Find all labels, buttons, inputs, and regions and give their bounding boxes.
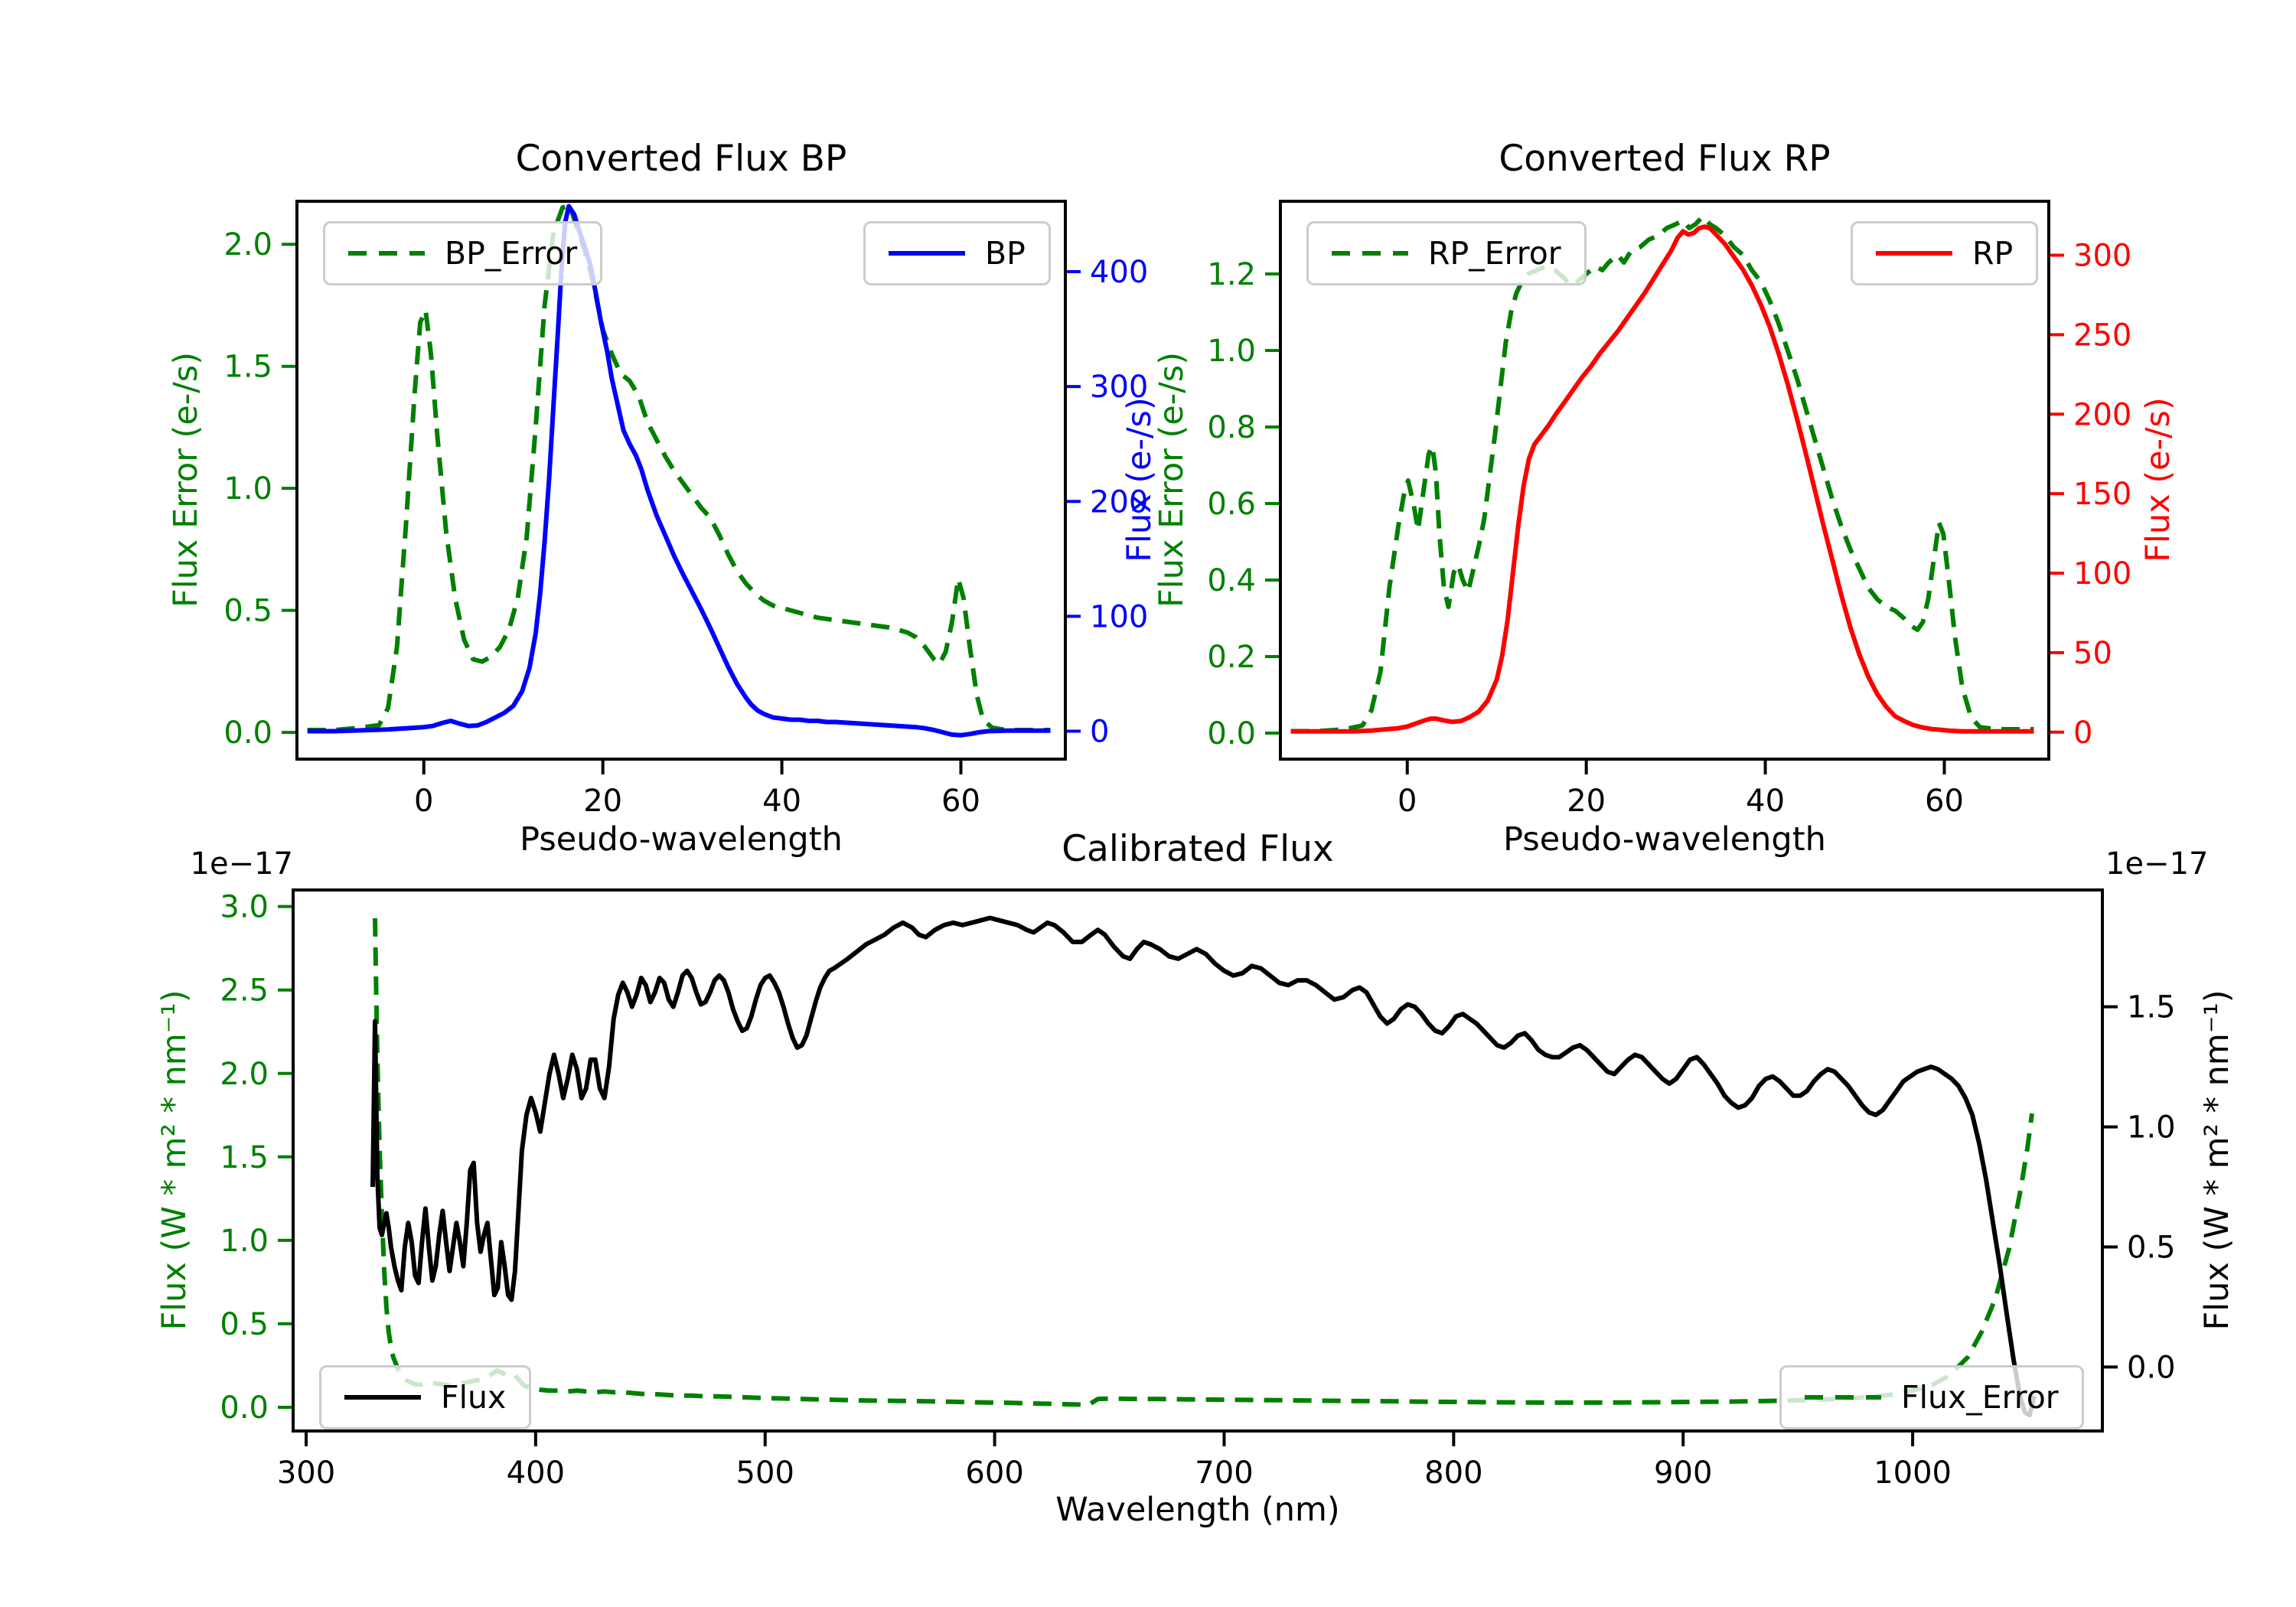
svg-text:2.0: 2.0 <box>220 1057 269 1092</box>
svg-text:40: 40 <box>1746 784 1785 819</box>
svg-text:0.5: 0.5 <box>223 594 272 629</box>
svg-text:900: 900 <box>1654 1455 1712 1491</box>
svg-text:0: 0 <box>1397 784 1417 819</box>
y-axis-label-cal-flux-right: Flux (W * m² * nm⁻¹) <box>2198 989 2236 1331</box>
chart-title-rp: Converted Flux RP <box>1499 138 1831 180</box>
axis-offset-text-left: 1e−17 <box>190 846 293 882</box>
svg-text:20: 20 <box>1567 784 1606 819</box>
svg-text:1.5: 1.5 <box>220 1140 269 1175</box>
svg-text:0.4: 0.4 <box>1207 563 1256 598</box>
svg-text:0.0: 0.0 <box>2127 1350 2176 1385</box>
svg-text:40: 40 <box>762 784 801 819</box>
svg-text:1.5: 1.5 <box>223 350 272 385</box>
svg-text:1.0: 1.0 <box>1207 334 1256 369</box>
y-axis-label-rp-error: Flux Error (e-/s) <box>1153 352 1191 608</box>
svg-text:300: 300 <box>277 1455 335 1491</box>
svg-text:3.0: 3.0 <box>220 890 269 925</box>
legend-line-sample-solid <box>889 251 965 256</box>
svg-text:400: 400 <box>1090 255 1148 290</box>
legend-label: RP <box>1972 235 2014 272</box>
legend-line-sample-solid <box>344 1395 421 1400</box>
svg-text:1000: 1000 <box>1874 1455 1952 1491</box>
legend-line-sample-dashed <box>1805 1395 1881 1400</box>
svg-text:0.5: 0.5 <box>220 1307 269 1342</box>
svg-text:100: 100 <box>2073 556 2131 592</box>
svg-text:1.0: 1.0 <box>2127 1110 2176 1146</box>
legend-flux: Flux <box>319 1365 532 1429</box>
svg-text:0.0: 0.0 <box>220 1390 269 1426</box>
svg-text:60: 60 <box>1925 784 1964 819</box>
svg-text:50: 50 <box>2073 636 2112 671</box>
svg-text:1.0: 1.0 <box>220 1224 269 1259</box>
y-axis-label-cal-flux-left: Flux (W * m² * nm⁻¹) <box>155 989 194 1331</box>
legend-rp: RP <box>1851 221 2039 285</box>
svg-text:1.0: 1.0 <box>223 471 272 507</box>
chart-title-calibrated: Calibrated Flux <box>1062 828 1334 870</box>
legend-line-sample-solid <box>1876 251 1952 256</box>
svg-text:0.8: 0.8 <box>1207 410 1256 445</box>
svg-text:1.2: 1.2 <box>1207 257 1256 292</box>
legend-bp: BP <box>863 221 1051 285</box>
legend-line-sample-dashed <box>1332 251 1408 256</box>
legend-label: RP_Error <box>1428 235 1561 272</box>
svg-text:800: 800 <box>1424 1455 1482 1491</box>
axis-offset-text-right: 1e−17 <box>2105 846 2209 882</box>
legend-bp-error: BP_Error <box>323 221 603 285</box>
svg-text:0: 0 <box>2073 715 2092 751</box>
legend-flux-error: Flux_Error <box>1779 1365 2084 1429</box>
legend-label: Flux_Error <box>1901 1379 2059 1416</box>
x-axis-label-rp: Pseudo-wavelength <box>1503 820 1826 859</box>
plot-area-rp: 0 20 40 60 0.0 0.2 0.4 0.6 0.8 1.0 1.2 0 50 100 150 200… <box>1207 200 2131 819</box>
svg-text:0: 0 <box>414 784 433 819</box>
legend-line-sample-dashed <box>348 251 425 256</box>
legend-label: BP <box>985 235 1026 272</box>
svg-text:700: 700 <box>1195 1455 1253 1491</box>
svg-text:600: 600 <box>965 1455 1023 1491</box>
svg-text:400: 400 <box>507 1455 565 1491</box>
svg-text:200: 200 <box>2073 397 2131 432</box>
x-axis-label-calibrated: Wavelength (nm) <box>1055 1491 1340 1529</box>
legend-label: BP_Error <box>445 235 578 272</box>
svg-text:0.0: 0.0 <box>223 715 272 751</box>
svg-text:300: 300 <box>1090 370 1148 405</box>
svg-text:250: 250 <box>2073 318 2131 353</box>
y-axis-label-rp-flux: Flux (e-/s) <box>2139 397 2177 562</box>
svg-text:500: 500 <box>736 1455 794 1491</box>
y-axis-label-bp-error: Flux Error (e-/s) <box>167 352 205 608</box>
svg-text:20: 20 <box>583 784 622 819</box>
svg-text:0.2: 0.2 <box>1207 640 1256 675</box>
svg-text:1.5: 1.5 <box>2127 990 2176 1025</box>
svg-text:2.0: 2.0 <box>223 227 272 262</box>
legend-rp-error: RP_Error <box>1306 221 1587 285</box>
svg-text:60: 60 <box>941 784 980 819</box>
svg-text:0.0: 0.0 <box>1207 716 1256 751</box>
legend-label: Flux <box>441 1379 507 1416</box>
svg-text:100: 100 <box>1090 599 1148 634</box>
svg-text:2.5: 2.5 <box>220 973 269 1009</box>
svg-text:0: 0 <box>1090 714 1109 749</box>
plot-area-bp: 0 20 40 60 0.0 0.5 1.0 1.5 2.0 0 100 200 300 400 <box>223 200 1148 819</box>
x-axis-label-bp: Pseudo-wavelength <box>520 820 843 859</box>
svg-text:0.5: 0.5 <box>2127 1230 2176 1265</box>
plot-area-calibrated: 300 400 500 600 700 800 900 1000 0.0 0.5 1.0 1.5 2.0… <box>220 888 2176 1491</box>
svg-text:150: 150 <box>2073 477 2131 512</box>
svg-text:300: 300 <box>2073 239 2131 274</box>
chart-title-bp: Converted Flux BP <box>515 138 847 180</box>
svg-text:0.6: 0.6 <box>1207 487 1256 522</box>
svg-text:200: 200 <box>1090 484 1148 520</box>
